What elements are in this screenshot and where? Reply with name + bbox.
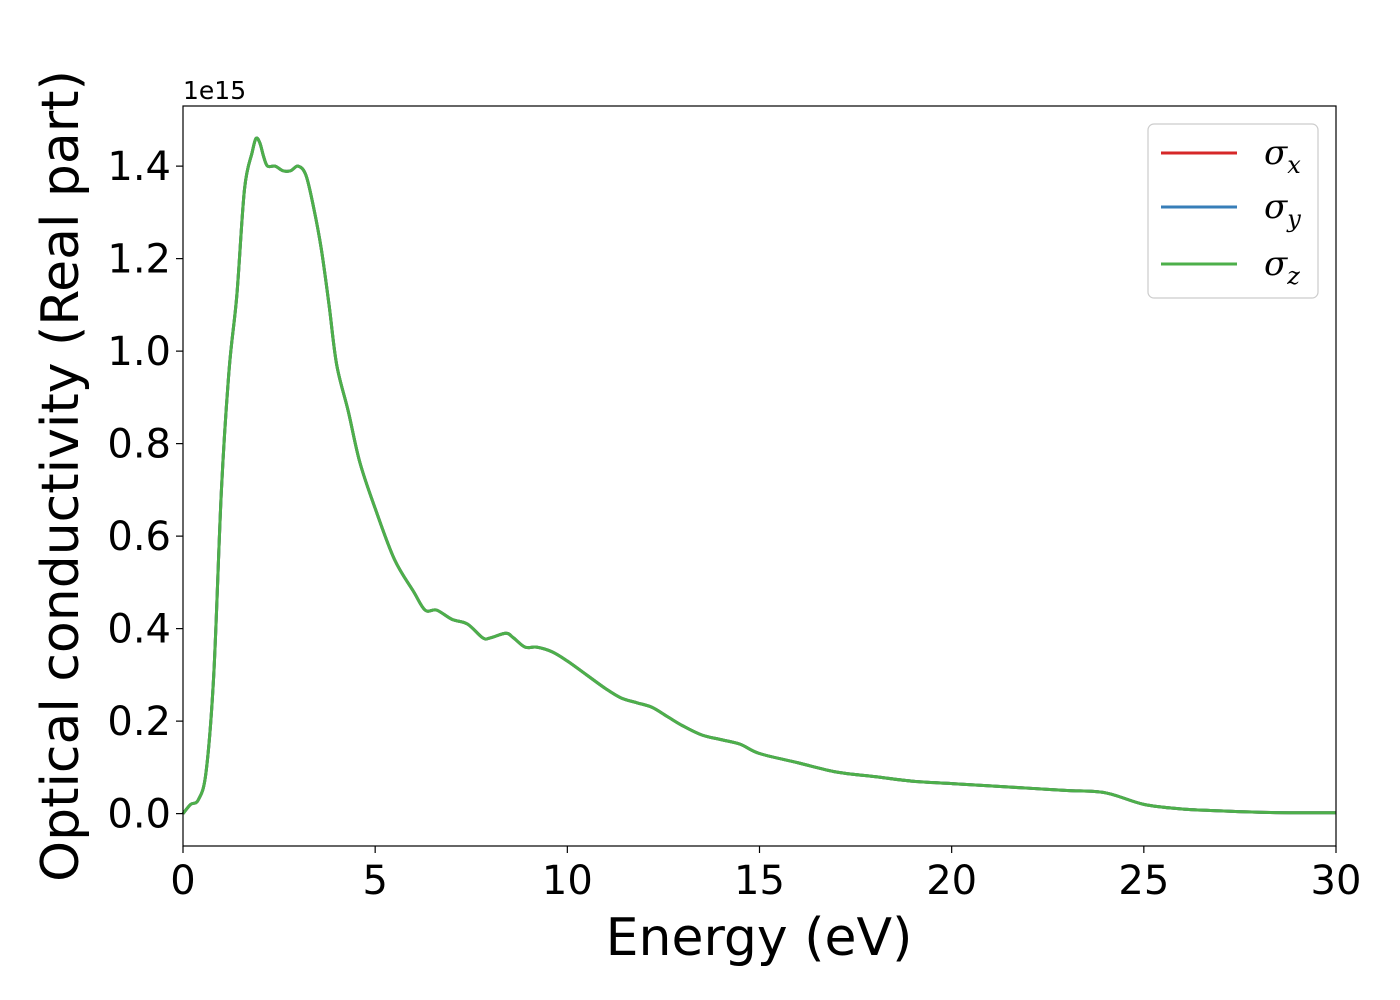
y-tick-label: 1.0 — [107, 329, 171, 375]
y-tick-label: 0.8 — [107, 422, 171, 468]
y-axis-offset-label: 1e15 — [183, 76, 246, 105]
y-tick-label: 0.0 — [107, 792, 171, 838]
series-line-z — [181, 136, 1337, 815]
x-tick-label: 15 — [734, 858, 785, 904]
y-tick-label: 0.4 — [107, 607, 171, 653]
y-tick-label: 1.4 — [107, 144, 171, 190]
x-tick-label: 20 — [926, 858, 977, 904]
legend-box — [1147, 123, 1319, 299]
x-axis-title: Energy (eV) — [606, 908, 913, 968]
y-axis-title: Optical conductivity (Real part) — [31, 70, 91, 882]
x-tick-label: 5 — [362, 858, 387, 904]
y-tick-label: 0.6 — [107, 514, 171, 560]
x-axis-ticks: 0 5 10 15 20 25 30 — [170, 846, 1361, 904]
y-tick-label: 1.2 — [107, 237, 171, 283]
x-tick-label: 10 — [542, 858, 593, 904]
x-tick-label: 25 — [1118, 858, 1169, 904]
y-tick-label: 0.2 — [107, 699, 171, 745]
y-axis-ticks: 0.0 0.2 0.4 0.6 0.8 1.0 1.2 1.4 — [107, 144, 183, 838]
series-layer — [181, 136, 1337, 815]
x-tick-label: 30 — [1311, 858, 1362, 904]
x-tick-label: 0 — [170, 858, 195, 904]
